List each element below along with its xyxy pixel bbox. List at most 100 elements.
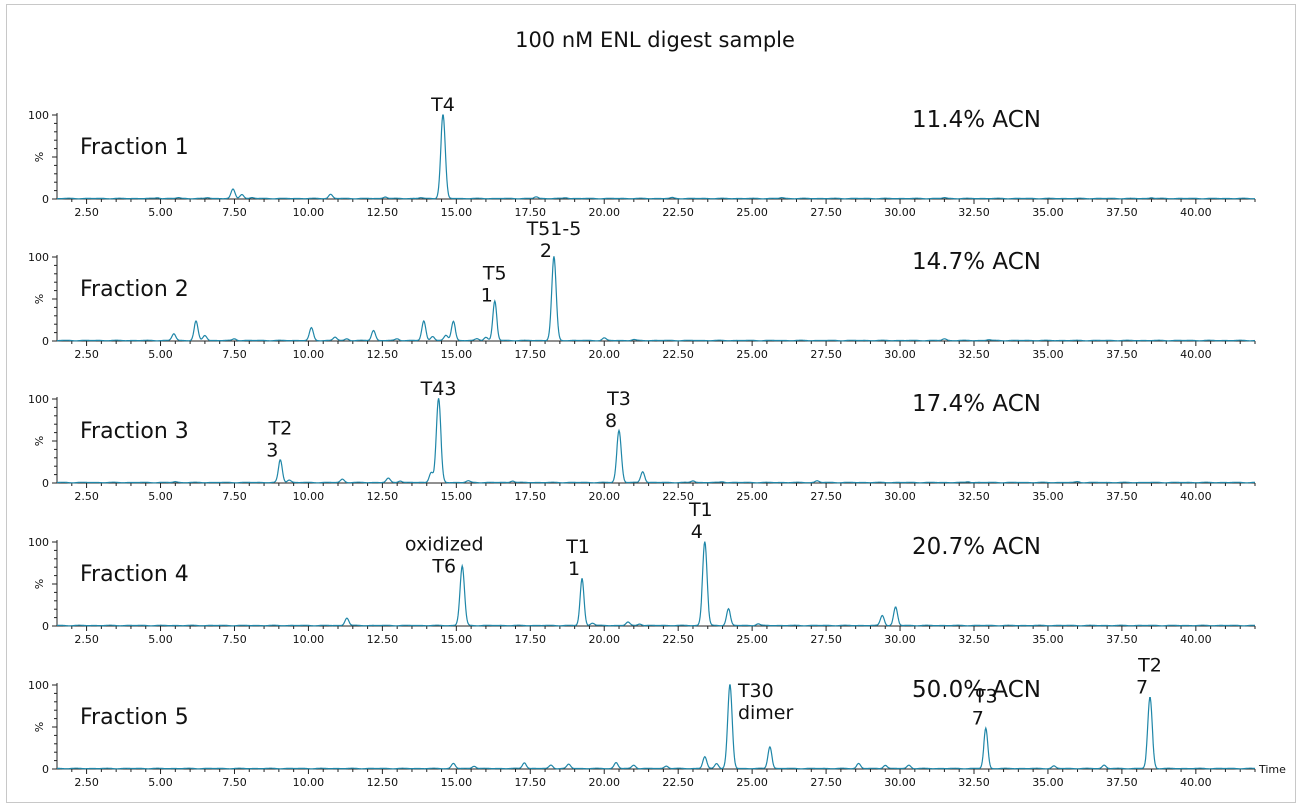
peak-point	[1077, 482, 1078, 483]
x-tick-label: 10.00	[293, 348, 325, 361]
x-tick-label: 17.50	[515, 633, 547, 646]
fraction-label: Fraction 1	[80, 135, 189, 160]
peak-point	[618, 430, 619, 431]
peak-point	[633, 340, 634, 341]
x-tick-label: 10.00	[293, 633, 325, 646]
x-tick-label: 12.50	[367, 490, 399, 503]
peak-point	[858, 763, 859, 764]
peak-annotation: T43	[420, 378, 457, 400]
chromatogram-trace	[57, 684, 1256, 770]
acn-label: 14.7% ACN	[912, 249, 1041, 275]
peak-annotation: 8	[605, 410, 617, 432]
peak-point	[639, 624, 640, 625]
x-tick-label: 22.50	[662, 633, 694, 646]
peak-point	[581, 578, 582, 579]
peak-point	[729, 684, 730, 685]
x-tick-label: 35.00	[1032, 633, 1064, 646]
chromatogram-panel-3: 0 100% 2.50 5.00 7.50 10.00 12.50 15.00 17.50 20.…	[28, 378, 1256, 503]
x-tick-label: 20.00	[588, 490, 620, 503]
x-tick-label: 5.00	[148, 348, 173, 361]
y-tick-label: 100	[28, 251, 49, 264]
y-unit-label: %	[33, 436, 46, 446]
chromatogram-panel-2: 0 100% 2.50 5.00 7.50 10.00 12.50 15.00 17.50 20.…	[28, 218, 1256, 361]
x-tick-label: 20.00	[588, 776, 620, 789]
y-unit-label: %	[33, 294, 46, 304]
peak-point	[373, 330, 374, 331]
peak-point	[716, 763, 717, 764]
fraction-label: Fraction 4	[80, 562, 189, 587]
x-tick-label: 2.50	[74, 776, 99, 789]
x-tick-label: 15.00	[441, 776, 473, 789]
x-tick-label: 15.00	[441, 633, 473, 646]
peak-point	[512, 481, 513, 482]
peak-point	[311, 328, 312, 329]
peak-point	[882, 615, 883, 616]
x-tick-label: 2.50	[74, 490, 99, 503]
peak-point	[672, 198, 673, 199]
peak-annotation: T6	[431, 555, 456, 577]
peak-point	[1053, 766, 1054, 767]
x-tick-label: 30.00	[884, 633, 916, 646]
x-tick-label: 2.50	[74, 633, 99, 646]
x-tick-label: 10.00	[293, 490, 325, 503]
x-tick-label: 37.50	[1106, 633, 1138, 646]
peak-point	[565, 198, 566, 199]
y-tick-label: 100	[28, 679, 49, 692]
peak-point	[550, 765, 551, 766]
y-tick-label: 100	[28, 536, 49, 549]
peak-point	[346, 618, 347, 619]
y-tick-label: 0	[42, 763, 49, 776]
x-tick-label: 17.50	[515, 206, 547, 219]
y-unit-label: %	[33, 579, 46, 589]
x-tick-label: 25.00	[736, 490, 768, 503]
chromatogram-panel-1: 0 100% 2.50 5.00 7.50 10.00 12.50 15.00 17.50 20.…	[28, 94, 1256, 219]
x-tick-label: 17.50	[515, 776, 547, 789]
x-tick-label: 27.50	[810, 490, 842, 503]
peak-annotation: oxidized	[405, 533, 484, 555]
peak-point	[704, 757, 705, 758]
peak-point	[173, 334, 174, 335]
x-tick-label: 25.00	[736, 633, 768, 646]
x-tick-label: 35.00	[1032, 348, 1064, 361]
peak-annotation: T2	[1137, 655, 1162, 677]
peak-point	[204, 335, 205, 336]
fraction-label: Fraction 5	[80, 705, 189, 730]
y-unit-label: %	[33, 722, 46, 732]
peak-point	[592, 623, 593, 624]
peak-point	[769, 747, 770, 748]
peak-point	[985, 728, 986, 729]
chromatogram-trace	[57, 398, 1255, 484]
x-tick-label: 5.00	[148, 633, 173, 646]
peak-point	[1149, 697, 1150, 698]
fraction-label: Fraction 2	[80, 277, 189, 302]
x-tick-label: 27.50	[810, 776, 842, 789]
x-tick-label: 20.00	[588, 348, 620, 361]
x-tick-label: 15.00	[441, 206, 473, 219]
x-tick-label: 10.00	[293, 776, 325, 789]
peak-annotation: 7	[972, 708, 984, 730]
peak-point	[280, 460, 281, 461]
x-tick-label: 5.00	[148, 206, 173, 219]
peak-point	[1151, 198, 1152, 199]
peak-annotation: 2	[540, 240, 552, 262]
chromatogram-trace	[57, 114, 1255, 200]
x-tick-label: 25.00	[736, 206, 768, 219]
acn-label: 11.4% ACN	[912, 107, 1041, 133]
x-tick-label: 35.00	[1032, 490, 1064, 503]
peak-point	[423, 321, 424, 322]
x-tick-label: 25.00	[736, 776, 768, 789]
peak-annotation: T3	[973, 686, 998, 708]
x-tick-label: 27.50	[810, 348, 842, 361]
acn-label: 50.0% ACN	[912, 677, 1041, 703]
x-tick-label: 32.50	[958, 206, 990, 219]
peak-point	[524, 763, 525, 764]
x-tick-label: 27.50	[810, 206, 842, 219]
x-tick-label: 30.00	[884, 348, 916, 361]
peak-annotation: 1	[568, 558, 580, 580]
x-tick-label: 35.00	[1032, 776, 1064, 789]
acn-label: 20.7% ACN	[912, 534, 1041, 560]
x-tick-label: 7.50	[222, 490, 247, 503]
peak-point	[241, 194, 242, 195]
x-tick-label: 2.50	[74, 348, 99, 361]
x-tick-label: 20.00	[588, 633, 620, 646]
